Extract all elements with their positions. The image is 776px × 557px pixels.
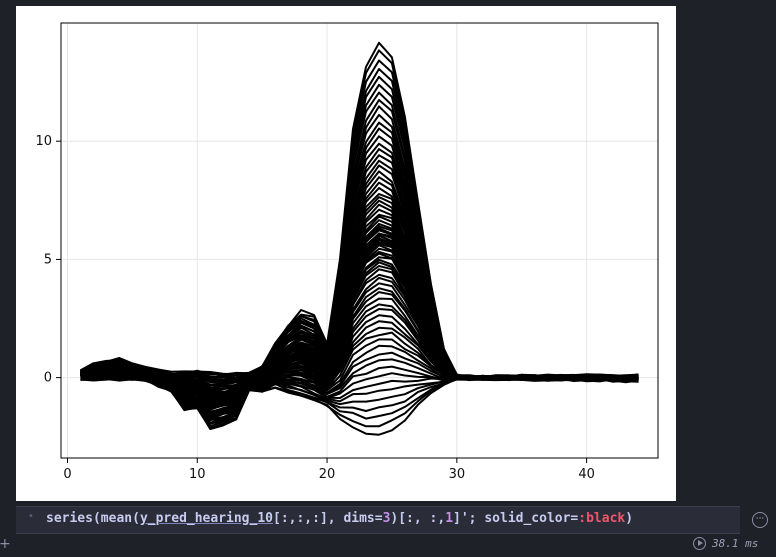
code-token: y_pred_hearing_10 xyxy=(139,511,273,526)
run-play-icon[interactable] xyxy=(693,536,706,550)
line-series-chart: 0 10 20 30 40 0 5 10 xyxy=(35,22,659,482)
code-token: )[:, :, xyxy=(390,511,446,526)
series-line xyxy=(79,41,639,378)
plot-frame xyxy=(60,22,659,459)
x-tick-label: 30 xyxy=(449,467,466,482)
series-line xyxy=(80,49,639,379)
plot-output: 0 10 20 30 40 0 5 10 xyxy=(16,6,676,501)
cell-menu-icon[interactable]: ··· xyxy=(752,512,768,528)
code-token: 1 xyxy=(445,511,454,526)
x-tick-label: 40 xyxy=(578,467,595,482)
code-token: ]'; solid_color= xyxy=(453,511,579,526)
series-line xyxy=(80,320,639,416)
code-token: [:,:,:], dims= xyxy=(273,511,383,526)
x-tick-label: 10 xyxy=(189,467,206,482)
code-token: :black xyxy=(578,511,626,526)
y-tick-label: 0 xyxy=(44,371,52,386)
series-line xyxy=(80,287,639,410)
code-token: mean xyxy=(100,511,133,526)
cell-bullet-icon: • xyxy=(28,511,34,522)
code-token: series xyxy=(46,511,93,526)
run-status: 38.1 ms xyxy=(693,535,758,551)
y-tick-label: 10 xyxy=(35,134,52,149)
code-token: ( xyxy=(132,511,140,526)
x-tick-label: 0 xyxy=(63,467,71,482)
series-line xyxy=(80,297,639,410)
code-cell[interactable]: • series(mean(y_pred_hearing_10[:,:,:], … xyxy=(16,506,740,534)
add-cell-icon[interactable]: + xyxy=(0,536,11,552)
runtime-label: 38.1 ms xyxy=(712,536,759,550)
series-line xyxy=(80,308,639,414)
y-tick-label: 5 xyxy=(44,252,52,267)
x-tick-label: 20 xyxy=(319,467,336,482)
code-editor-line[interactable]: series(mean(y_pred_hearing_10[:,:,:], di… xyxy=(46,511,633,526)
code-token: ) xyxy=(625,511,634,526)
code-token: ( xyxy=(92,511,101,526)
code-token: 3 xyxy=(382,511,391,526)
